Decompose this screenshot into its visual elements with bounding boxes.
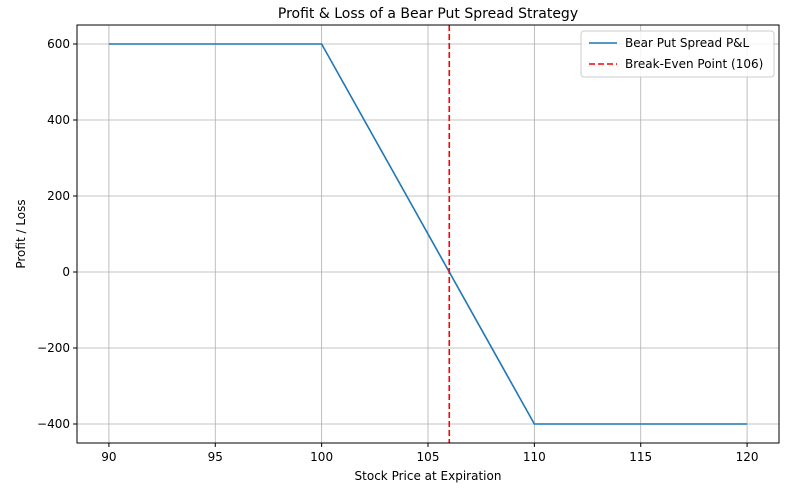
y-tick-label: −400 [37,417,70,431]
legend-entry-pnl-label: Bear Put Spread P&L [625,36,750,50]
x-tick-label: 90 [101,450,116,464]
plot-lines [108,25,748,443]
legend-entry-break-even-label: Break-Even Point (106) [625,57,763,71]
x-tick-label: 105 [417,450,440,464]
legend: Bear Put Spread P&L Break-Even Point (106… [580,30,775,78]
y-axis-label: Profit / Loss [14,199,28,268]
x-tick-label: 95 [208,450,223,464]
x-axis-label: Stock Price at Expiration [355,469,502,483]
x-tick-label: 120 [736,450,759,464]
y-tick-label: 400 [47,113,70,127]
pnl-series-line [108,43,748,425]
legend-box [580,30,775,78]
x-tick-label: 100 [310,450,333,464]
y-tick-label: 0 [62,265,70,279]
y-tick-label: 600 [47,37,70,51]
chart-title: Profit & Loss of a Bear Put Spread Strat… [278,6,578,22]
x-tick-label: 110 [523,450,546,464]
x-tick-label: 115 [629,450,652,464]
ticks: 90 95 100 105 110 115 120 −400 −200 0 200 400 600 [37,37,759,464]
y-tick-label: −200 [37,341,70,355]
grid [77,25,779,443]
y-tick-label: 200 [47,189,70,203]
